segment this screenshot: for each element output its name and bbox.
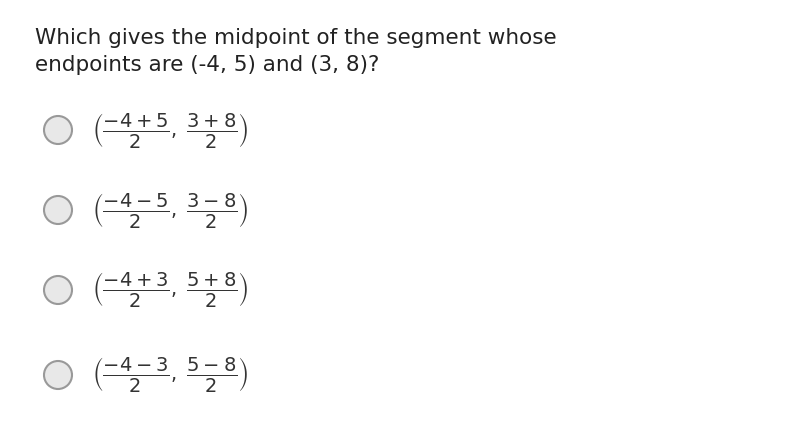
Text: $\left(\dfrac{-4+3}{2},\ \dfrac{5+8}{2}\right)$: $\left(\dfrac{-4+3}{2},\ \dfrac{5+8}{2}\…	[92, 270, 249, 309]
Circle shape	[44, 116, 72, 144]
Text: endpoints are (-4, 5) and (3, 8)?: endpoints are (-4, 5) and (3, 8)?	[35, 55, 379, 75]
Text: $\left(\dfrac{-4+5}{2},\ \dfrac{3+8}{2}\right)$: $\left(\dfrac{-4+5}{2},\ \dfrac{3+8}{2}\…	[92, 110, 249, 149]
Circle shape	[44, 196, 72, 224]
Text: Which gives the midpoint of the segment whose: Which gives the midpoint of the segment …	[35, 28, 557, 48]
Text: $\left(\dfrac{-4-5}{2},\ \dfrac{3-8}{2}\right)$: $\left(\dfrac{-4-5}{2},\ \dfrac{3-8}{2}\…	[92, 190, 249, 229]
Circle shape	[44, 276, 72, 304]
Circle shape	[44, 361, 72, 389]
Text: $\left(\dfrac{-4-3}{2},\ \dfrac{5-8}{2}\right)$: $\left(\dfrac{-4-3}{2},\ \dfrac{5-8}{2}\…	[92, 355, 249, 395]
